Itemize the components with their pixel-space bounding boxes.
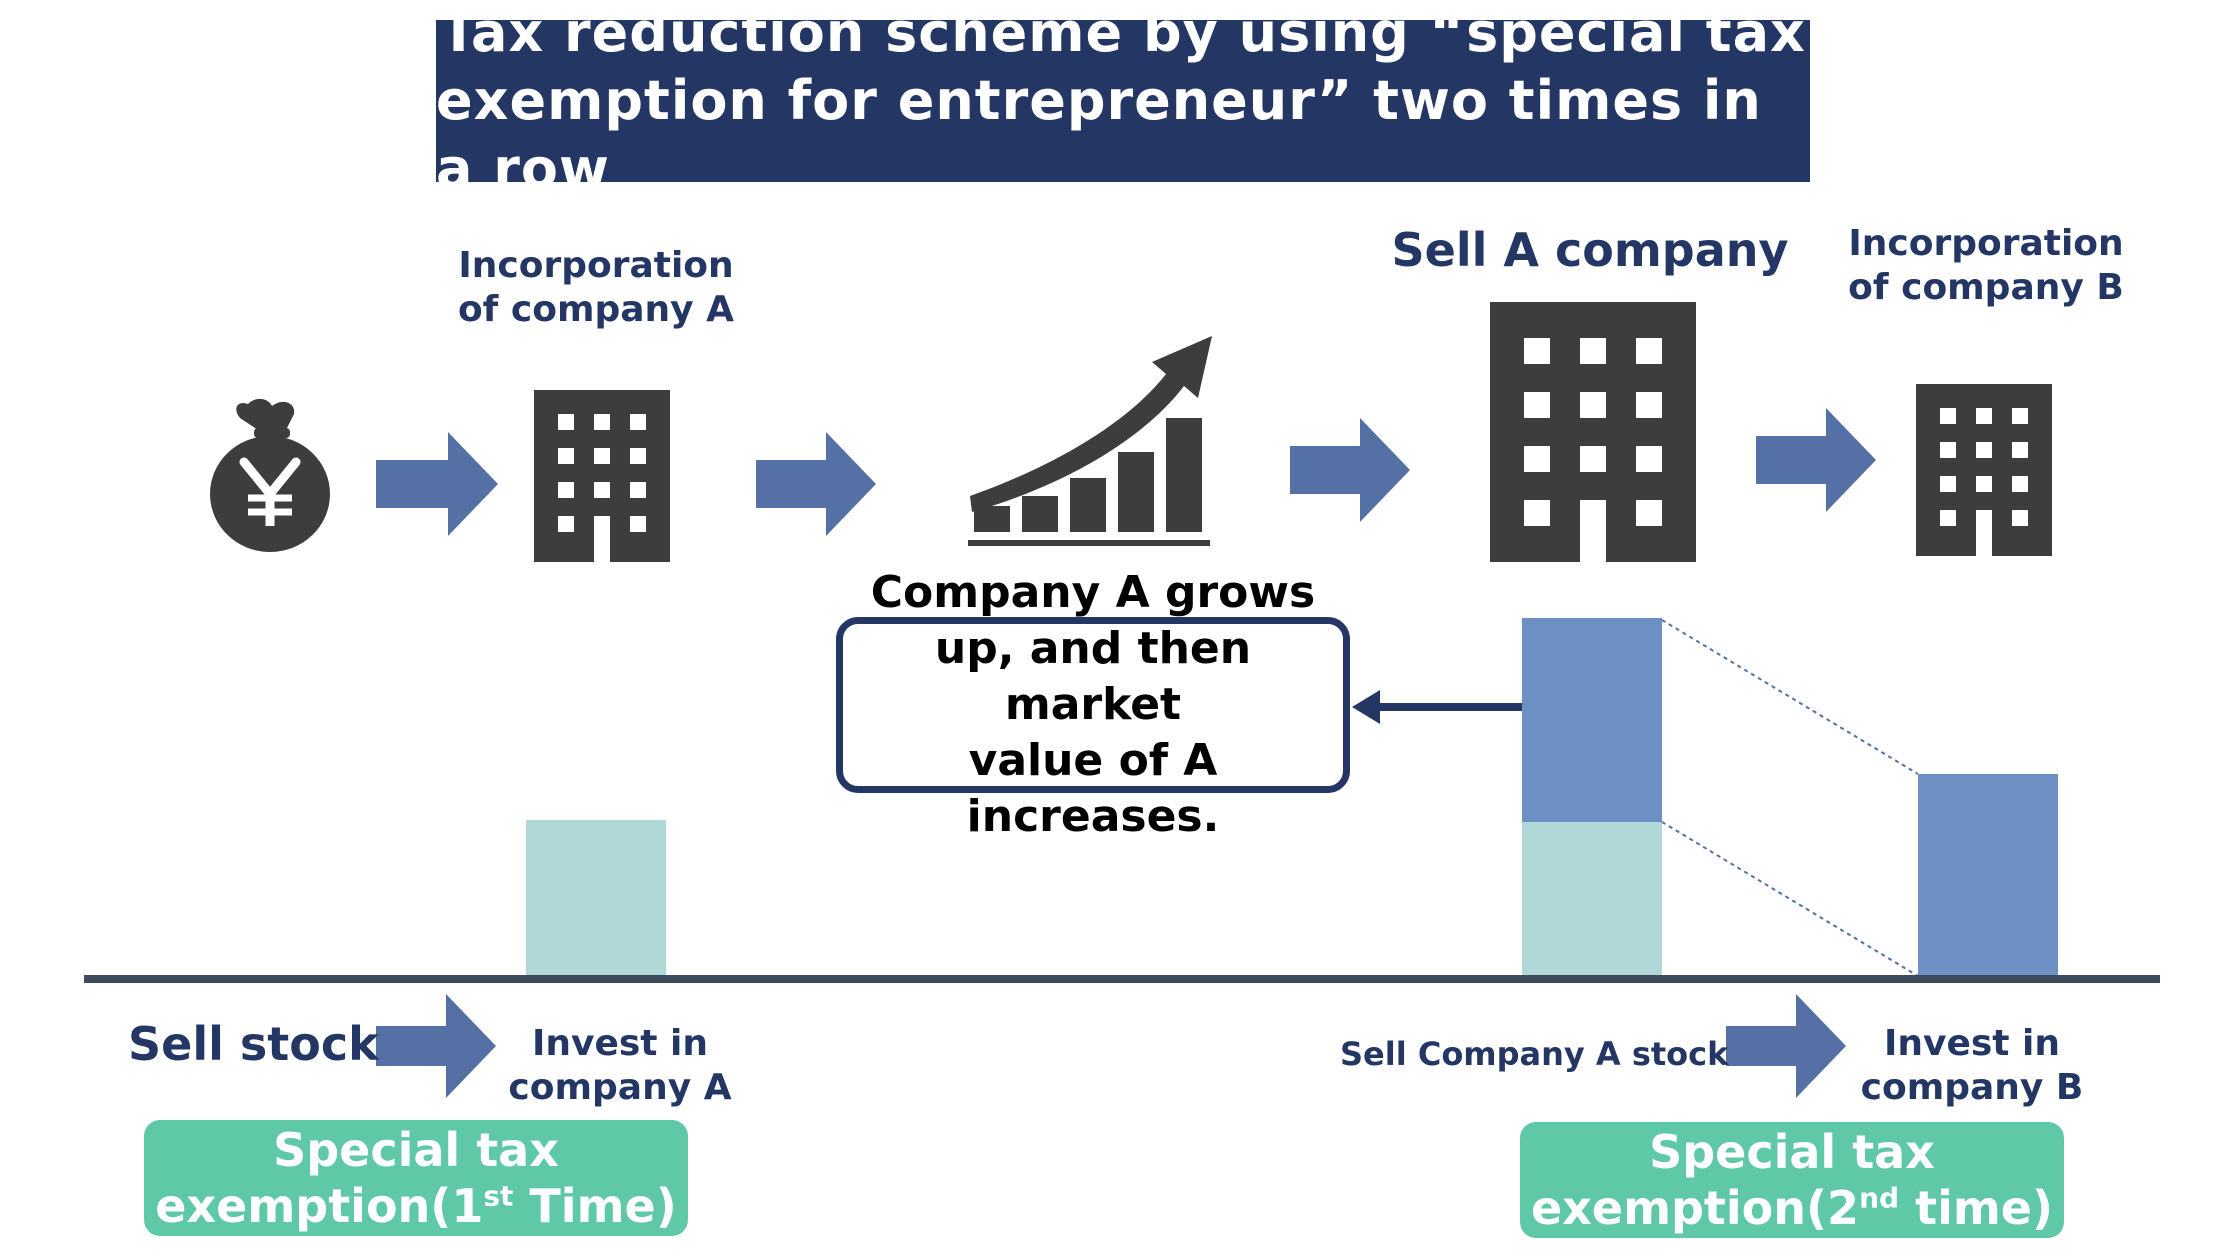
special-tax-exemption-1st-badge: Special tax exemption(1st Time) <box>144 1120 688 1236</box>
invest-a-label-line2: company A <box>508 1067 732 1108</box>
incorporation-b-label-line2: of company B <box>1848 267 2124 308</box>
building-icon <box>1916 384 2052 556</box>
callout-line-2: up, and then market <box>934 623 1252 730</box>
title-banner: Tax reduction scheme by using “special t… <box>436 1 1810 200</box>
callout-line-3: value of A increases. <box>966 735 1220 842</box>
badge-1-line1: Special tax <box>273 1123 559 1177</box>
invest-b-label: Invest in company B <box>1852 1022 2092 1110</box>
growth-callout: Company A grows up, and then market valu… <box>836 567 1350 842</box>
title-line-2: exemption for entrepreneur” two times in… <box>436 69 1762 200</box>
baseline <box>84 975 2160 983</box>
connector-line-bottom <box>1661 821 1919 977</box>
building-icon <box>1490 302 1696 562</box>
incorporation-a-label-line1: Incorporation <box>458 245 734 286</box>
badge-2-line2-suffix: time) <box>1899 1181 2053 1235</box>
incorporation-b-label: Incorporation of company B <box>1836 222 2136 310</box>
special-tax-exemption-2nd-badge: Special tax exemption(2nd time) <box>1520 1122 2064 1238</box>
callout-pointer-arrow <box>1352 690 1522 724</box>
arrow-right-icon <box>1756 408 1876 512</box>
arrow-right-icon <box>1726 994 1846 1098</box>
value-increase-bar <box>1522 618 1662 822</box>
sell-stock-label: Sell stock <box>128 1017 379 1071</box>
connector-line-top <box>1661 619 1919 775</box>
arrow-right-icon <box>376 432 498 536</box>
badge-1-line2: exemption(1st Time) <box>155 1178 676 1234</box>
incorporation-a-label: Incorporation of company A <box>446 244 746 332</box>
sell-company-a-stock-label: Sell Company A stock <box>1340 1035 1729 1073</box>
invest-a-label-line1: Invest in <box>531 1023 709 1064</box>
badge-2-line2-prefix: exemption(2 <box>1531 1181 1860 1235</box>
badge-1-line2-prefix: exemption(1 <box>155 1179 484 1233</box>
arrow-right-icon <box>376 994 496 1098</box>
badge-2-line2: exemption(2nd time) <box>1531 1180 2053 1236</box>
incorporation-a-label-line2: of company A <box>457 289 735 330</box>
building-icon <box>534 390 670 562</box>
badge-2-line2-sup: nd <box>1859 1181 1900 1215</box>
badge-2-line1: Special tax <box>1649 1125 1935 1179</box>
title-line-1: Tax reduction scheme by using “special t… <box>440 1 1806 64</box>
sell-a-company-label: Sell A company <box>1391 223 1789 277</box>
invest-b-label-line1: Invest in <box>1883 1023 2061 1064</box>
badge-1-line2-sup: st <box>483 1179 514 1213</box>
growth-chart-icon <box>968 336 1212 546</box>
invest-b-label-line2: company B <box>1860 1067 2084 1108</box>
arrow-right-icon <box>756 432 876 536</box>
yen-money-bag-icon <box>210 398 330 552</box>
incorporation-b-label-line1: Incorporation <box>1848 223 2124 264</box>
invest-a-label: Invest in company A <box>500 1022 740 1110</box>
invested-capital-bar-a <box>526 820 666 978</box>
arrow-right-icon <box>1290 418 1410 522</box>
invested-capital-bar-b <box>1918 774 2058 978</box>
callout-line-1: Company A grows <box>870 567 1316 618</box>
badge-1-line2-suffix: Time) <box>513 1179 677 1233</box>
original-capital-bar <box>1522 822 1662 978</box>
